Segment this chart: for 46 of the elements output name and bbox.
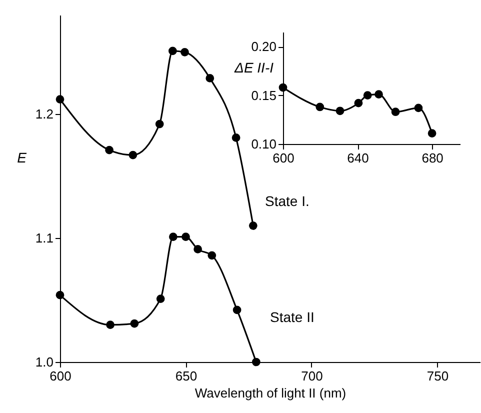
point [206,74,214,82]
annotation: State II [270,309,314,325]
point [278,83,288,92]
x-tick-label: 680 [422,150,444,166]
point [156,294,165,303]
point [316,102,324,112]
point [105,146,114,154]
y-tick-label: 0.15 [251,88,276,103]
y-tick-label: 1.1 [35,230,54,246]
point [414,104,423,112]
point [208,251,216,260]
point [336,106,344,116]
point [130,319,139,328]
point [56,95,64,104]
annotation: State I. [265,193,310,209]
x-tick-label: 600 [50,368,72,384]
y-tick-label: 1.2 [35,106,54,122]
point [106,320,114,329]
y-tick-label: 0.20 [251,39,276,54]
point [194,245,202,254]
point [182,232,190,242]
point [180,48,189,56]
x-tick-label: 750 [426,368,449,384]
x-tick-label: 650 [175,368,198,384]
x-axis-title: Wavelength of light II (nm) [194,386,346,400]
y-axis-title: E [17,150,28,166]
point [56,290,64,300]
point [232,306,242,314]
point [232,134,240,142]
point [248,222,258,230]
point [168,232,178,242]
y-axis-title: ΔE II-I [234,60,274,76]
x-tick-label: 600 [272,150,294,166]
x-tick-label: 640 [347,150,369,166]
point [363,91,372,100]
point [391,108,400,116]
point [155,120,164,128]
point [128,150,138,160]
point [428,129,436,138]
y-tick-label: 0.10 [251,136,276,152]
point [168,46,177,56]
y-tick-label: 1.0 [35,354,54,370]
point [374,90,383,99]
point [354,98,363,108]
point [252,358,260,366]
x-tick-label: 700 [301,368,323,384]
